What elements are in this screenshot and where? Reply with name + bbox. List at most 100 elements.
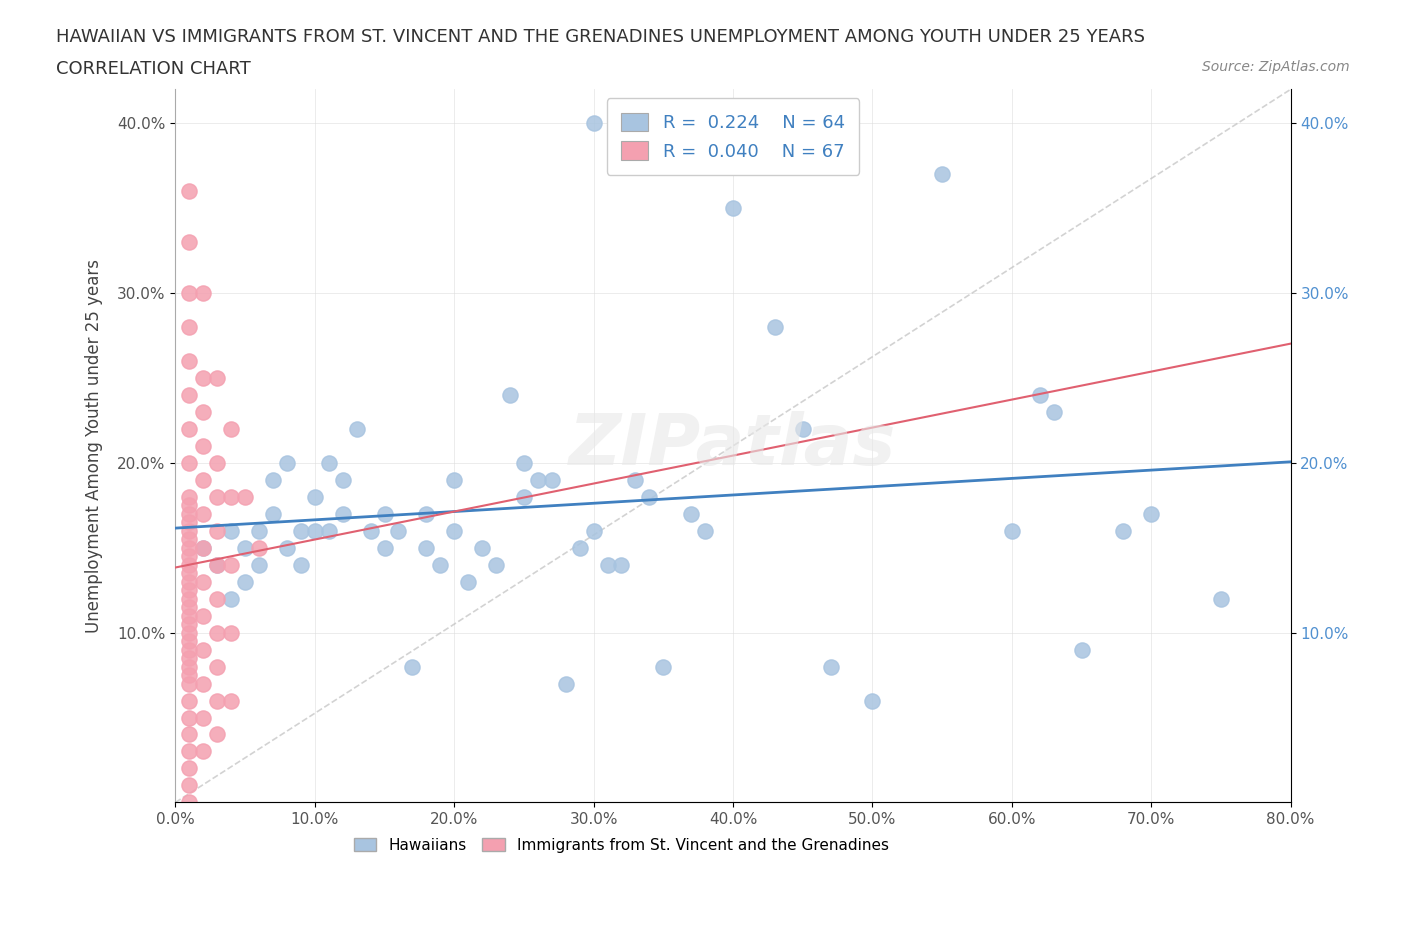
- Point: [193, 405, 215, 419]
- Point: [1209, 591, 1232, 606]
- Point: [1028, 388, 1050, 403]
- Point: [429, 557, 451, 572]
- Point: [401, 659, 423, 674]
- Point: [304, 489, 326, 504]
- Point: [499, 388, 522, 403]
- Point: [290, 557, 312, 572]
- Point: [207, 557, 229, 572]
- Point: [207, 370, 229, 385]
- Point: [179, 583, 201, 598]
- Point: [179, 778, 201, 793]
- Point: [820, 659, 842, 674]
- Y-axis label: Unemployment Among Youth under 25 years: Unemployment Among Youth under 25 years: [86, 259, 103, 633]
- Point: [624, 472, 647, 487]
- Point: [179, 320, 201, 335]
- Point: [387, 524, 409, 538]
- Point: [318, 456, 340, 471]
- Point: [596, 557, 619, 572]
- Point: [179, 489, 201, 504]
- Point: [219, 591, 242, 606]
- Point: [179, 625, 201, 640]
- Point: [262, 506, 284, 521]
- Point: [247, 540, 270, 555]
- Point: [219, 625, 242, 640]
- Point: [540, 472, 562, 487]
- Point: [233, 540, 256, 555]
- Point: [346, 421, 368, 436]
- Point: [179, 744, 201, 759]
- Point: [207, 625, 229, 640]
- Point: [179, 498, 201, 512]
- Point: [233, 574, 256, 589]
- Point: [207, 456, 229, 471]
- Point: [554, 676, 576, 691]
- Point: [219, 557, 242, 572]
- Point: [415, 540, 437, 555]
- Point: [219, 524, 242, 538]
- Point: [179, 286, 201, 300]
- Point: [304, 524, 326, 538]
- Point: [193, 370, 215, 385]
- Legend: Hawaiians, Immigrants from St. Vincent and the Grenadines: Hawaiians, Immigrants from St. Vincent a…: [347, 831, 896, 859]
- Text: HAWAIIAN VS IMMIGRANTS FROM ST. VINCENT AND THE GRENADINES UNEMPLOYMENT AMONG YO: HAWAIIAN VS IMMIGRANTS FROM ST. VINCENT …: [56, 28, 1146, 46]
- Point: [373, 506, 395, 521]
- Point: [360, 524, 382, 538]
- Point: [1070, 643, 1092, 658]
- Point: [193, 540, 215, 555]
- Point: [207, 557, 229, 572]
- Point: [179, 506, 201, 521]
- Point: [179, 693, 201, 708]
- Point: [179, 608, 201, 623]
- Point: [179, 353, 201, 368]
- Point: [179, 549, 201, 564]
- Point: [513, 456, 536, 471]
- Point: [207, 727, 229, 742]
- Point: [193, 540, 215, 555]
- Point: [207, 489, 229, 504]
- Point: [568, 540, 591, 555]
- Point: [193, 574, 215, 589]
- Point: [193, 472, 215, 487]
- Point: [695, 524, 717, 538]
- Point: [179, 651, 201, 666]
- Point: [262, 472, 284, 487]
- Point: [179, 600, 201, 615]
- Point: [1001, 524, 1024, 538]
- Point: [179, 456, 201, 471]
- Point: [860, 693, 883, 708]
- Point: [931, 166, 953, 181]
- Point: [485, 557, 508, 572]
- Point: [193, 608, 215, 623]
- Point: [207, 659, 229, 674]
- Point: [415, 506, 437, 521]
- Point: [527, 472, 550, 487]
- Point: [179, 659, 201, 674]
- Point: [276, 456, 298, 471]
- Point: [233, 489, 256, 504]
- Point: [193, 676, 215, 691]
- Point: [193, 438, 215, 453]
- Point: [179, 524, 201, 538]
- Point: [582, 116, 605, 131]
- Point: [681, 506, 703, 521]
- Point: [179, 727, 201, 742]
- Point: [179, 421, 201, 436]
- Point: [179, 388, 201, 403]
- Point: [193, 643, 215, 658]
- Point: [721, 201, 744, 216]
- Point: [290, 524, 312, 538]
- Point: [179, 532, 201, 547]
- Point: [207, 591, 229, 606]
- Point: [179, 565, 201, 580]
- Point: [179, 234, 201, 249]
- Point: [332, 506, 354, 521]
- Point: [457, 574, 479, 589]
- Point: [373, 540, 395, 555]
- Point: [332, 472, 354, 487]
- Point: [179, 643, 201, 658]
- Point: [179, 668, 201, 683]
- Point: [193, 286, 215, 300]
- Point: [219, 693, 242, 708]
- Point: [179, 795, 201, 810]
- Point: [1140, 506, 1163, 521]
